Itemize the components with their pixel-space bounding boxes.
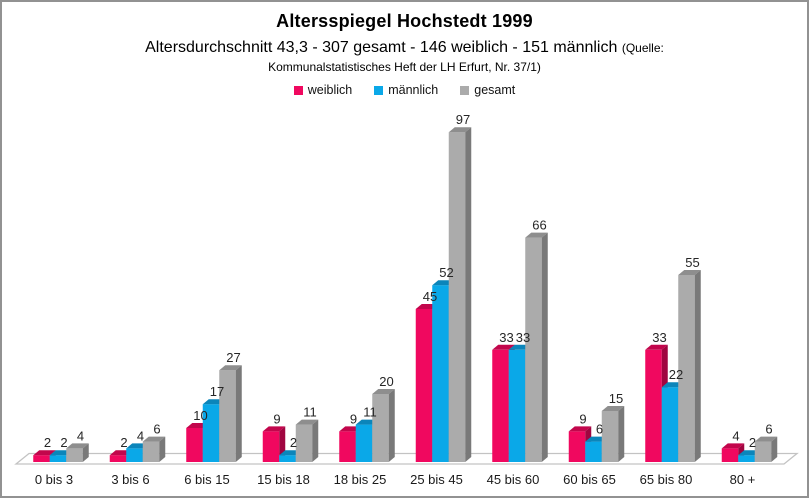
bar-gesamt-15-bis-18 xyxy=(295,419,319,462)
bar-gesamt-25-bis-45 xyxy=(448,127,472,462)
legend: weiblich männlich gesamt xyxy=(2,83,807,97)
legend-item-weiblich: weiblich xyxy=(293,83,353,97)
bar-gesamt-65-bis-80 xyxy=(678,270,701,462)
legend-item-maennlich: männlich xyxy=(374,83,438,97)
subtitle-main-text: Altersdurchschnitt 43,3 - 307 gesamt - 1… xyxy=(145,39,618,56)
value-label-gesamt-6-bis-15: 27 xyxy=(226,350,240,365)
bar-gesamt-80-+ xyxy=(754,436,778,462)
value-label-männlich-65-bis-80: 22 xyxy=(669,367,683,382)
value-label-gesamt-25-bis-45: 97 xyxy=(456,112,470,127)
bar-gesamt-6-bis-15 xyxy=(219,365,242,462)
value-label-gesamt-80-+: 6 xyxy=(765,422,772,437)
category-label-18-bis-25: 18 bis 25 xyxy=(334,472,387,487)
value-label-weiblich-0-bis-3: 2 xyxy=(44,435,51,450)
bar-gesamt-18-bis-25 xyxy=(372,389,395,462)
value-label-männlich-3-bis-6: 4 xyxy=(137,428,144,443)
category-label-45-bis-60: 45 bis 60 xyxy=(487,472,540,487)
category-label-15-bis-18: 15 bis 18 xyxy=(257,472,310,487)
chart-header: Altersspiegel Hochstedt 1999 Altersdurch… xyxy=(2,2,807,97)
legend-swatch-gesamt-icon xyxy=(460,85,470,95)
chart-subtitle: Altersdurchschnitt 43,3 - 307 gesamt - 1… xyxy=(2,39,807,57)
category-label-60-bis-65: 60 bis 65 xyxy=(563,472,616,487)
value-label-gesamt-65-bis-80: 55 xyxy=(685,255,699,270)
value-label-weiblich-15-bis-18: 9 xyxy=(273,411,280,426)
value-label-gesamt-0-bis-3: 4 xyxy=(77,428,84,443)
value-label-männlich-6-bis-15: 17 xyxy=(210,384,224,399)
bar-gesamt-45-bis-60 xyxy=(525,232,548,462)
value-label-männlich-15-bis-18: 2 xyxy=(290,435,297,450)
legend-label-weiblich: weiblich xyxy=(307,83,353,97)
value-label-gesamt-60-bis-65: 15 xyxy=(609,391,623,406)
bar-gesamt-60-bis-65 xyxy=(601,406,625,462)
value-label-gesamt-3-bis-6: 6 xyxy=(153,422,160,437)
chart-title: Altersspiegel Hochstedt 1999 xyxy=(276,11,533,31)
value-label-weiblich-18-bis-25: 9 xyxy=(350,411,357,426)
value-label-weiblich-65-bis-80: 33 xyxy=(652,330,666,345)
value-label-gesamt-15-bis-18: 11 xyxy=(303,405,317,420)
value-label-weiblich-6-bis-15: 10 xyxy=(193,408,207,423)
value-label-gesamt-18-bis-25: 20 xyxy=(379,374,393,389)
value-label-weiblich-60-bis-65: 9 xyxy=(579,411,586,426)
source-prefix-text: (Quelle: xyxy=(621,41,664,55)
value-label-weiblich-45-bis-60: 33 xyxy=(499,330,513,345)
source-note: Kommunalstatistisches Heft der LH Erfurt… xyxy=(268,60,541,74)
category-label-0-bis-3: 0 bis 3 xyxy=(35,472,73,487)
value-label-männlich-45-bis-60: 33 xyxy=(516,330,530,345)
value-label-weiblich-3-bis-6: 2 xyxy=(120,435,127,450)
category-label-80-+: 80 + xyxy=(730,472,756,487)
value-label-weiblich-80-+: 4 xyxy=(732,428,739,443)
value-label-männlich-18-bis-25: 11 xyxy=(363,405,377,420)
value-label-männlich-80-+: 2 xyxy=(749,435,756,450)
category-label-65-bis-80: 65 bis 80 xyxy=(640,472,693,487)
value-label-männlich-60-bis-65: 6 xyxy=(596,422,603,437)
legend-swatch-weiblich-icon xyxy=(293,85,303,95)
legend-label-gesamt: gesamt xyxy=(474,83,516,97)
legend-item-gesamt: gesamt xyxy=(460,83,515,97)
chart-floor xyxy=(14,452,799,465)
category-label-6-bis-15: 6 bis 15 xyxy=(184,472,230,487)
category-label-25-bis-45: 25 bis 45 xyxy=(410,472,463,487)
value-label-weiblich-25-bis-45: 45 xyxy=(423,289,437,304)
legend-swatch-maennlich-icon xyxy=(374,85,384,95)
value-label-männlich-25-bis-45: 52 xyxy=(439,265,453,280)
bar-gesamt-3-bis-6 xyxy=(142,436,166,462)
bar-gesamt-0-bis-3 xyxy=(66,443,89,462)
bar-weiblich-15-bis-18 xyxy=(262,426,286,462)
value-label-männlich-0-bis-3: 2 xyxy=(60,435,67,450)
category-label-3-bis-6: 3 bis 6 xyxy=(111,472,149,487)
value-label-gesamt-45-bis-60: 66 xyxy=(532,218,546,233)
legend-label-maennlich: männlich xyxy=(388,83,439,97)
